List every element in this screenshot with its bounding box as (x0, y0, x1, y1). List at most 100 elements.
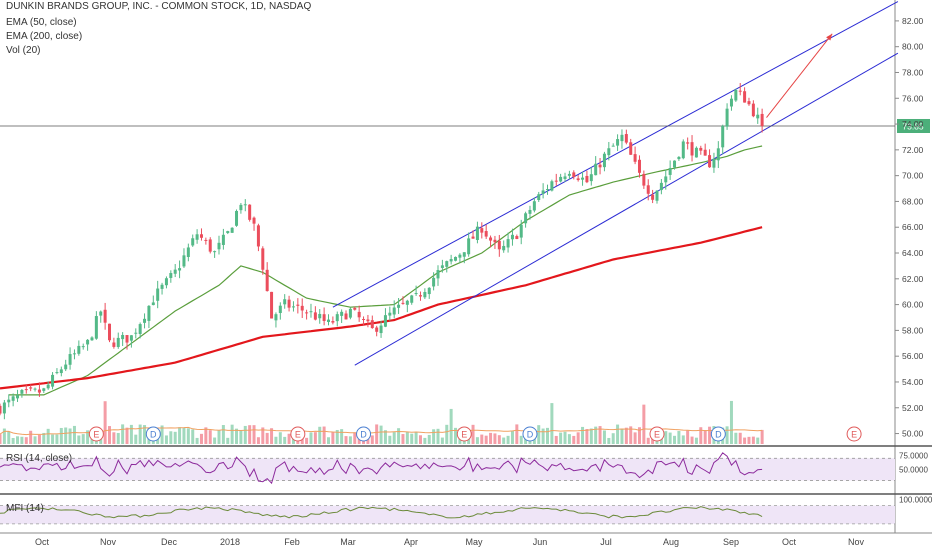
y-tick-label: 82.00 (902, 16, 924, 26)
volume-bar (235, 428, 239, 444)
candle-body (327, 319, 330, 322)
candle-body (379, 325, 383, 334)
candle-body (86, 339, 90, 345)
candle-body (2, 402, 6, 414)
legend-mfi[interactable]: MFI (14) (6, 503, 44, 514)
volume-bar (686, 430, 690, 444)
y-tick-label: 60.00 (902, 300, 924, 310)
volume-bar (217, 430, 221, 444)
candle-body (751, 103, 755, 117)
volume-bar (77, 435, 81, 444)
candle-body (602, 153, 606, 168)
volume-bar (515, 424, 519, 444)
candle-body (16, 395, 20, 399)
candle-body (55, 372, 59, 374)
volume-bar (270, 428, 274, 444)
candle-body (760, 113, 764, 126)
candle-body (37, 389, 41, 393)
volume-bar (725, 426, 729, 444)
volume-bar (519, 435, 523, 444)
candle-body (712, 158, 716, 168)
volume-bar (265, 432, 269, 444)
candle-body (252, 217, 256, 224)
channel-lower-line (354, 52, 899, 366)
candle-body (213, 251, 217, 253)
candle-body (375, 327, 379, 332)
candle-body (607, 148, 611, 156)
volume-bar (401, 434, 405, 444)
x-tick-label: Jun (533, 537, 548, 547)
y-tick-label: 56.00 (902, 351, 924, 361)
volume-bar (68, 428, 72, 444)
volume-bar (0, 434, 2, 444)
candle-body (318, 313, 322, 319)
candle-body (108, 323, 111, 341)
volume-bar (567, 434, 571, 444)
candle-body (677, 156, 681, 160)
volume-bar (392, 432, 396, 444)
last-price-tag (897, 118, 930, 133)
event-marker (710, 426, 726, 442)
volume-bar (335, 429, 339, 444)
volume-bar (64, 427, 68, 444)
rsi-line (0, 452, 763, 485)
candle-body (423, 291, 427, 298)
volume-bar (607, 437, 611, 444)
volume-bar (602, 430, 606, 444)
candle-body (418, 295, 422, 297)
candle-body (721, 125, 725, 148)
volume-bar (743, 437, 747, 444)
volume-bar (33, 436, 37, 444)
volume-bar (125, 427, 129, 444)
volume-bar (348, 436, 352, 444)
volume-bar (318, 426, 322, 444)
candle-body (383, 315, 387, 327)
candle-body (388, 312, 392, 316)
candle-body (226, 231, 230, 233)
event-marker-label: E (295, 430, 301, 440)
volume-bar (46, 428, 50, 444)
volume-bar (278, 432, 282, 444)
candle-body (0, 405, 2, 414)
event-marker-label: D (360, 430, 367, 440)
candle-body (616, 139, 620, 146)
legend-ema200[interactable]: EMA (200, close) (6, 31, 83, 42)
y-tick-label: 52.00 (902, 403, 924, 413)
candle-body (24, 389, 28, 391)
volume-bar (554, 435, 558, 444)
legend-volume[interactable]: Vol (20) (6, 45, 41, 56)
candle-body (462, 252, 466, 257)
candle-body (743, 91, 747, 103)
legend-rsi[interactable]: RSI (14, close) (6, 453, 73, 464)
legend-ema50[interactable]: EMA (50, close) (6, 17, 77, 28)
volume-bar (55, 434, 59, 444)
candle-body (362, 318, 366, 320)
volume-bar (103, 401, 107, 444)
event-marker (145, 426, 161, 442)
candle-body (519, 224, 523, 238)
candle-body (651, 194, 655, 200)
candle-body (287, 299, 291, 308)
volume-bar (248, 425, 252, 444)
candle-body (129, 335, 133, 341)
candle-body (563, 176, 567, 179)
candle-body (585, 175, 589, 183)
candle-body (515, 236, 519, 239)
y-tick-label: 70.00 (902, 171, 924, 181)
volume-bar (589, 428, 593, 444)
event-marker (290, 426, 306, 442)
x-tick-label: Nov (848, 537, 865, 547)
candle-body (81, 346, 85, 348)
candle-body (42, 388, 46, 391)
candle-body (559, 176, 563, 182)
candle-body (405, 300, 409, 305)
candle-body (708, 155, 712, 168)
candle-body (624, 134, 628, 143)
volume-bar (598, 426, 602, 444)
volume-bar (370, 435, 374, 444)
projection-arrow-head (826, 33, 833, 41)
candle-body (528, 209, 532, 214)
candle-body (642, 173, 646, 186)
candle-body (699, 147, 703, 151)
